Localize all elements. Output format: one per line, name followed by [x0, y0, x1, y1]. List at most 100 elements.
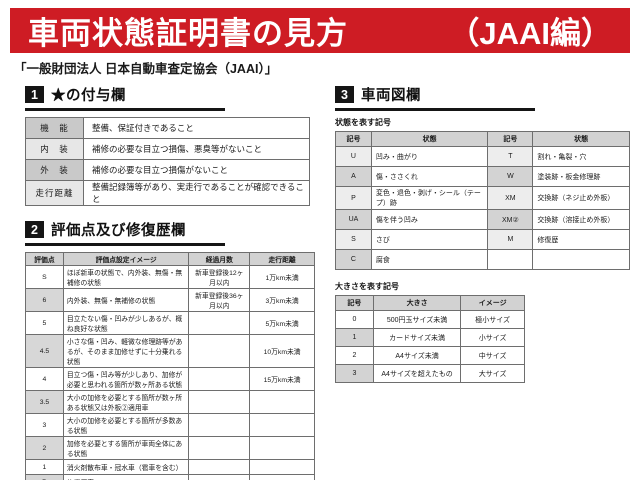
table-cell: 極小サイズ	[460, 310, 525, 329]
table-row: R修復歴車	[25, 474, 315, 480]
table-cell: 4	[25, 367, 64, 391]
table-cell: 腐食	[370, 249, 489, 270]
table-cell: 傷を伴う凹み	[370, 209, 489, 230]
table-header-row: 記号 状態 記号 状態	[335, 131, 630, 147]
table-row: 0 500円玉サイズ未満 極小サイズ	[335, 310, 525, 329]
table-cell: 小さな傷・凹み、軽微な修理跡等があるが、そのまま加修せずに十分乗れる状態	[62, 334, 190, 368]
table-row: UA 傷を伴う凹み XM② 交換跡（溶接止め外板）	[335, 209, 630, 230]
table-cell: 走行距離	[25, 180, 84, 206]
table-row: 3.5 大小の加修を必要とする箇所が数ヶ所ある状態又は外板②適用車	[25, 390, 315, 414]
column-header: 記号	[335, 295, 374, 311]
table-cell: 加修を必要とする箇所が車両全体にある状態	[62, 436, 190, 460]
table-row: U 凹み・曲がり T 割れ・亀裂・穴	[335, 146, 630, 167]
table-cell: 整備記録簿等があり、実走行であることが確認できること	[83, 180, 310, 206]
column-header: 記号	[487, 131, 534, 147]
table-cell: T	[487, 146, 534, 167]
table-cell: 交換跡（溶接止め外板）	[532, 209, 630, 230]
table-cell: 目立つ傷・凹み等が少しあり、加修が必要と思われる箇所が数ヶ所ある状態	[62, 367, 190, 391]
table-row: 2 A4サイズ未満 中サイズ	[335, 346, 525, 365]
section2-underline	[25, 243, 225, 246]
table-cell: ほぼ新車の状態で、内外装、無傷・無補修の状態	[62, 265, 190, 289]
table-cell: 1	[335, 328, 374, 347]
table-header-row: 記号 大きさ イメージ	[335, 295, 525, 311]
table-cell: 1	[25, 459, 64, 475]
table-row: 6 内外装、無傷・無補修の状態 新車登録後36ヶ月以内 3万km未満	[25, 288, 315, 312]
table-cell: P	[335, 186, 372, 210]
section2-header: 2 評価点及び修復歴欄	[25, 219, 315, 240]
table-cell	[188, 311, 251, 335]
table-cell: A4サイズを超えたもの	[372, 364, 462, 383]
table-cell: 交換跡（ネジ止め外板）	[532, 186, 630, 210]
table-cell: 5万km未満	[249, 311, 315, 335]
section2-number-badge: 2	[25, 221, 44, 238]
table-cell: 6	[25, 288, 64, 312]
table-cell: 大サイズ	[460, 364, 525, 383]
table-row: 機 能整備、保証付きであること	[25, 117, 310, 139]
table-header-row: 評価点 評価点設定イメージ 経過月数 走行距離	[25, 252, 315, 266]
table-cell: S	[25, 265, 64, 289]
table-cell: 3	[335, 364, 374, 383]
table-row: 3 大小の加修を必要とする箇所が多数ある状態	[25, 413, 315, 437]
table-cell: 500円玉サイズ未満	[372, 310, 462, 329]
table-row: 1 消火剤散布車・冠水車（雹車を含む）	[25, 459, 315, 475]
table-cell: 傷・ささくれ	[370, 166, 489, 187]
table-cell: W	[487, 166, 534, 187]
table-cell	[487, 249, 534, 270]
table-cell: カードサイズ未満	[372, 328, 462, 347]
table-cell: 補修の必要な目立つ損傷、悪臭等がないこと	[83, 138, 310, 160]
table-cell: 大小の加修を必要とする箇所が多数ある状態	[62, 413, 190, 437]
table-cell: 3万km未満	[249, 288, 315, 312]
table-cell: 3.5	[25, 390, 64, 414]
table-cell: M	[487, 229, 534, 250]
table-cell	[188, 459, 251, 475]
main-content: 1 ★の付与欄 機 能整備、保証付きであること内 装補修の必要な目立つ損傷、悪臭…	[0, 77, 640, 480]
column-header: 走行距離	[249, 252, 315, 266]
table-cell: 内 装	[25, 138, 84, 160]
page-title-edition: （JAAI編）	[448, 16, 612, 51]
table-cell: 小サイズ	[460, 328, 525, 347]
table-cell: 消火剤散布車・冠水車（雹車を含む）	[62, 459, 190, 475]
condition-symbols-table: 記号 状態 記号 状態 U 凹み・曲がり T 割れ・亀裂・穴 A 傷・ささくれ W 塗装跡・板…	[335, 131, 630, 270]
section3-title: 車両図欄	[361, 88, 421, 104]
table-cell: 大小の加修を必要とする箇所が数ヶ所ある状態又は外板②適用車	[62, 390, 190, 414]
table-row: 3 A4サイズを超えたもの 大サイズ	[335, 364, 525, 383]
table-cell: 塗装跡・板金修理跡	[532, 166, 630, 187]
table-row: A 傷・ささくれ W 塗装跡・板金修理跡	[335, 166, 630, 187]
table-cell: 目立たない傷・凹みが少しあるが、概ね良好な状態	[62, 311, 190, 335]
table-row: 5 目立たない傷・凹みが少しあるが、概ね良好な状態 5万km未満	[25, 311, 315, 335]
table-cell	[188, 390, 251, 414]
organization-subtitle: 「一般財団法人 日本自動車査定協会（JAAI）」	[14, 62, 278, 76]
table-cell: さび	[370, 229, 489, 250]
table-cell: 新車登録後12ヶ月以内	[188, 265, 251, 289]
column-header: 経過月数	[188, 252, 251, 266]
table-cell	[249, 390, 315, 414]
table-cell: 変色・退色・剥げ・シール（テープ）跡	[370, 186, 489, 210]
size-symbols-table: 記号 大きさ イメージ 0 500円玉サイズ未満 極小サイズ 1 カードサイズ未満 小サイ…	[335, 295, 525, 383]
table-cell: 1万km未満	[249, 265, 315, 289]
table-cell	[532, 249, 630, 270]
section1-underline	[25, 108, 225, 111]
table-cell: U	[335, 146, 372, 167]
column-header: 評価点設定イメージ	[62, 252, 190, 266]
section1-header: 1 ★の付与欄	[25, 84, 315, 105]
table-row: S さび M 修復歴	[335, 229, 630, 250]
table-cell: 15万km未満	[249, 367, 315, 391]
table-cell: 機 能	[25, 117, 84, 139]
table-cell	[188, 367, 251, 391]
table-row: 内 装補修の必要な目立つ損傷、悪臭等がないこと	[25, 138, 310, 160]
spacer	[335, 270, 630, 279]
table-cell: 4.5	[25, 334, 64, 368]
table-cell: 5	[25, 311, 64, 335]
column-header: 記号	[335, 131, 372, 147]
table-cell: 2	[25, 436, 64, 460]
star-criteria-table: 機 能整備、保証付きであること内 装補修の必要な目立つ損傷、悪臭等がないこと外 …	[25, 117, 310, 206]
table-cell	[188, 413, 251, 437]
table-cell: 凹み・曲がり	[370, 146, 489, 167]
table-cell	[249, 459, 315, 475]
table-cell	[188, 474, 251, 480]
table-cell: 10万km未満	[249, 334, 315, 368]
right-column: 3 車両図欄 状態を表す記号 記号 状態 記号 状態 U 凹み・曲がり T 割れ・亀裂…	[335, 84, 630, 480]
table-cell: 2	[335, 346, 374, 365]
table-row: 4 目立つ傷・凹み等が少しあり、加修が必要と思われる箇所が数ヶ所ある状態 15万km…	[25, 367, 315, 391]
